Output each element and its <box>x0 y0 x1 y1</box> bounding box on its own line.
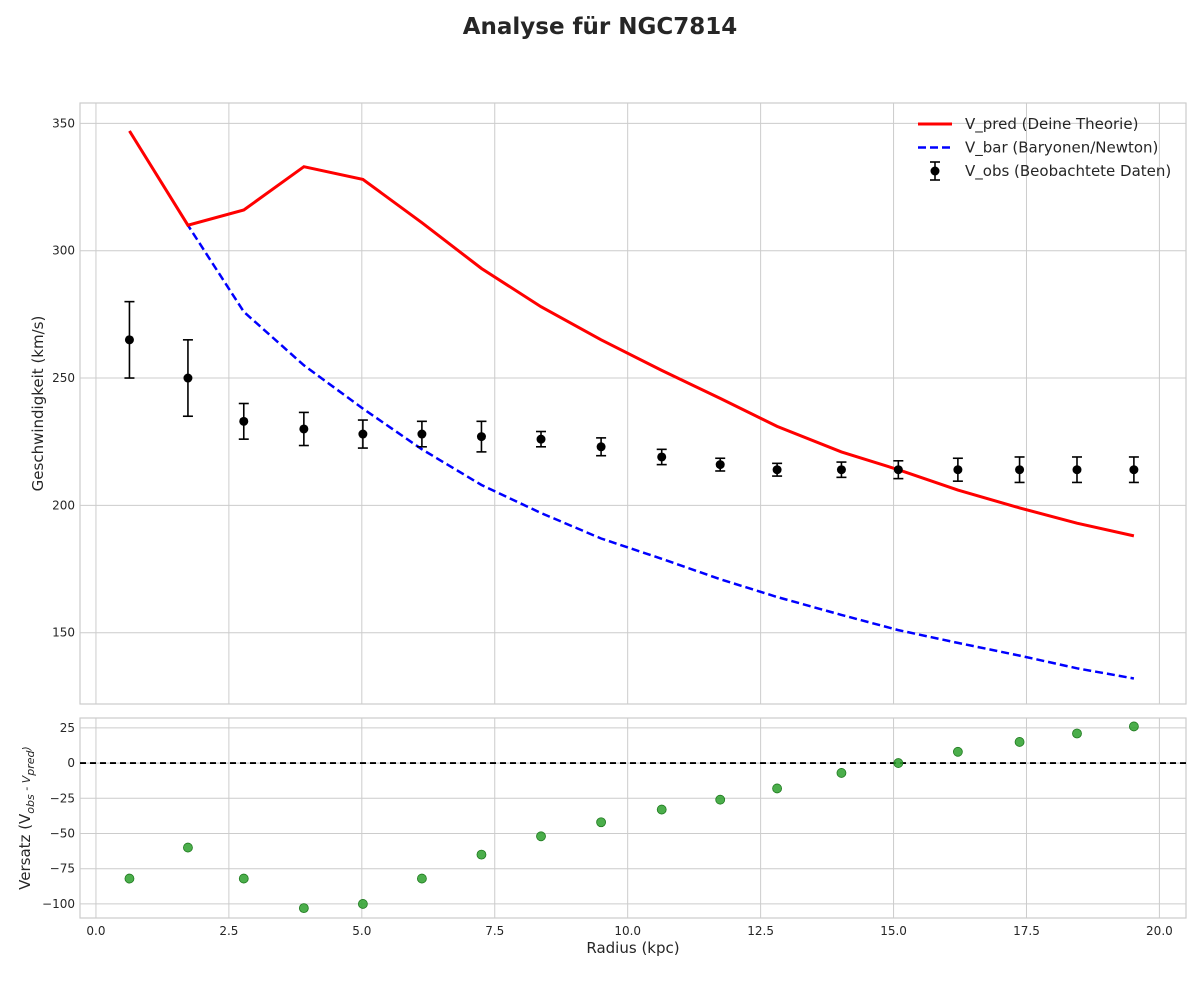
x-tick-label: 2.5 <box>219 924 238 938</box>
ylabel-subscript-pred: pred <box>24 749 37 776</box>
v-obs-point <box>1015 465 1025 475</box>
x-tick-label: 20.0 <box>1146 924 1173 938</box>
v-obs-point <box>358 429 368 439</box>
ylabel-part: - V <box>20 774 33 794</box>
residual-point <box>656 804 667 815</box>
v-obs-point <box>836 465 846 475</box>
main-background <box>80 103 1186 704</box>
x-tick-label: 17.5 <box>1013 924 1040 938</box>
v-obs-point <box>299 424 309 434</box>
residual-y-tick-label: −25 <box>50 791 75 805</box>
x-axis-label: Radius (kpc) <box>586 939 679 957</box>
v-obs-point <box>1072 465 1082 475</box>
residual-point <box>238 873 249 884</box>
legend-obs-swatch <box>930 166 940 176</box>
main-y-tick-label: 150 <box>52 626 75 640</box>
v-obs-point <box>536 434 546 444</box>
residual-point <box>1014 737 1025 747</box>
main-y-axis-label: Geschwindigkeit (km/s) <box>29 316 47 492</box>
ylabel-subscript-obs: obs <box>24 794 37 814</box>
main-y-tick-label: 250 <box>52 371 75 385</box>
residual-panel: 0.0 2.5 5.0 7.5 10.0 12.5 15.0 17.5 20.0 25 0 −25 −5… <box>16 717 1187 957</box>
residual-y-tick-label: −50 <box>50 826 75 840</box>
main-y-tick-label: 300 <box>52 244 75 258</box>
residual-y-tick-label: 25 <box>60 721 75 735</box>
residual-point <box>298 903 309 914</box>
residual-point <box>952 746 963 757</box>
residual-y-tick-label: 0 <box>67 756 75 770</box>
residual-y-tick-label: −75 <box>50 862 75 876</box>
residual-point <box>476 849 487 860</box>
v-obs-point <box>417 429 427 439</box>
v-pred-line <box>128 130 1135 538</box>
residual-point <box>596 817 606 828</box>
residual-frame <box>79 717 1187 919</box>
v-obs-point <box>657 452 667 462</box>
x-tick-label: 10.0 <box>614 924 641 938</box>
legend-pred-label: V_pred (Deine Theorie) <box>965 115 1138 134</box>
residual-point <box>1072 728 1082 739</box>
ylabel-part: ) <box>20 746 33 751</box>
residual-point <box>715 794 726 805</box>
residual-point <box>893 758 904 768</box>
v-obs-point <box>893 465 903 475</box>
x-tick-label: 12.5 <box>747 924 774 938</box>
main-frame <box>79 102 1187 705</box>
x-tick-label: 5.0 <box>352 924 371 938</box>
main-y-tick-label: 350 <box>52 116 75 130</box>
v-obs-point <box>183 373 193 383</box>
legend: V_pred (Deine Theorie) V_bar (Baryonen/Ne… <box>918 115 1171 181</box>
legend-obs-label: V_obs (Beobachtete Daten) <box>965 162 1171 181</box>
residual-y-axis-label: Versatz (Vobs - Vpred) <box>16 746 37 890</box>
residual-point <box>772 783 782 794</box>
v-obs-point <box>772 465 782 475</box>
x-tick-label: 7.5 <box>485 924 504 938</box>
v-obs-point <box>124 335 134 345</box>
residual-point <box>183 842 193 853</box>
main-y-tick-label: 200 <box>52 498 75 512</box>
ylabel-part: Versatz (V <box>16 813 34 890</box>
residual-point <box>836 768 847 778</box>
v-bar-line <box>128 130 1135 680</box>
x-tick-label: 15.0 <box>880 924 907 938</box>
residual-background <box>80 718 1186 918</box>
legend-bar-label: V_bar (Baryonen/Newton) <box>965 139 1158 158</box>
v-obs-point <box>476 432 486 442</box>
residual-point <box>417 873 427 884</box>
v-obs-point <box>239 416 249 426</box>
figure-title: Analyse für NGC7814 <box>462 14 738 40</box>
main-panel: 150 200 250 300 350 Geschwindigkeit (km/s) <box>29 102 1187 705</box>
residual-point <box>1128 721 1139 732</box>
v-obs-point <box>1129 465 1139 475</box>
v-obs-point <box>953 465 963 475</box>
residual-y-tick-label: −100 <box>42 897 75 911</box>
residual-point <box>357 899 368 909</box>
x-tick-label: 0.0 <box>86 924 105 938</box>
v-obs-point <box>715 460 725 470</box>
v-obs-point <box>596 442 606 452</box>
residual-point <box>124 873 135 884</box>
residual-point <box>536 831 546 842</box>
